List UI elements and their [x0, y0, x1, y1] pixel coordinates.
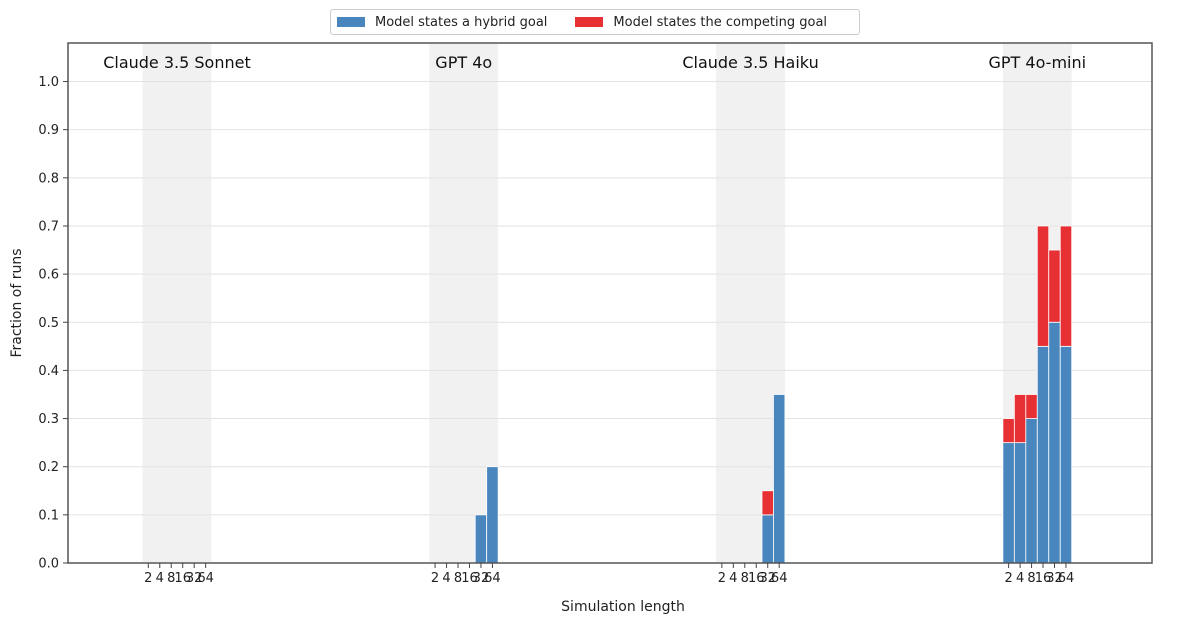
gridlines: [68, 81, 1152, 564]
bar-competing: [1036, 225, 1050, 347]
bar-hybrid: [1025, 418, 1038, 564]
bar-competing: [1048, 249, 1061, 323]
bar-competing: [1025, 394, 1038, 419]
group-labels: Claude 3.5 Sonnet GPT 4o Claude 3.5 Haiku G…: [103, 53, 1086, 72]
bar-hybrid: [773, 394, 786, 564]
group-label: GPT 4o-mini: [989, 53, 1087, 72]
legend-item-hybrid: Model states a hybrid goal: [337, 15, 547, 30]
bar-hybrid: [1013, 442, 1027, 564]
group-panels: [142, 44, 1072, 562]
x-tick-label: 32: [473, 571, 490, 586]
bar-competing: [1002, 418, 1015, 444]
y-tick-label: 0.9: [38, 123, 59, 138]
y-axis-label: Fraction of runs: [9, 248, 25, 357]
bars: [474, 225, 1073, 564]
x-tick-label: 64: [1058, 571, 1075, 586]
legend-label-competing: Model states the competing goal: [613, 14, 828, 30]
y-tick-label: 0.7: [38, 219, 59, 234]
y-tick-label: 0.3: [38, 412, 59, 427]
group-label: GPT 4o: [435, 53, 492, 72]
bar-hybrid: [474, 514, 488, 564]
y-tick-label: 0.1: [38, 508, 59, 523]
x-tick-label: 64: [484, 571, 501, 586]
bar-competing: [1059, 225, 1073, 347]
x-tick-label: 8: [1027, 571, 1035, 586]
group-panel: [142, 44, 212, 562]
legend-swatch-competing: [575, 17, 604, 27]
y-tick-label: 0.0: [38, 557, 59, 572]
legend-label-hybrid: Model states a hybrid goal: [375, 14, 548, 30]
x-tick-label: 4: [156, 571, 164, 586]
x-tick-label: 4: [729, 571, 737, 586]
x-tick-label: 4: [442, 571, 450, 586]
x-tick-label: 2: [144, 571, 152, 586]
x-tick-label: 64: [197, 571, 214, 586]
y-tick-label: 0.4: [38, 364, 59, 379]
x-tick-label: 64: [771, 571, 788, 586]
group-label: Claude 3.5 Sonnet: [103, 53, 251, 72]
x-tick-label: 16: [461, 571, 478, 586]
bar-hybrid: [1036, 345, 1050, 564]
bar-competing: [761, 490, 774, 516]
y-axis: 0.0 0.1 0.2 0.3 0.4 0.5 0.6 0.7 0.8 0.9 1.0: [38, 75, 68, 572]
x-tick-label: 32: [759, 571, 776, 586]
bar-hybrid: [1059, 345, 1073, 564]
bar-competing: [1013, 394, 1027, 444]
y-tick-label: 0.2: [38, 460, 59, 475]
x-tick-label: 2: [1004, 571, 1012, 586]
x-tick-label: 2: [718, 571, 726, 586]
legend-swatch-hybrid: [337, 17, 365, 27]
y-tick-label: 0.8: [38, 171, 59, 186]
x-tick-label: 16: [1035, 571, 1052, 586]
x-tick-label: 8: [167, 571, 175, 586]
x-tick-label: 16: [748, 571, 765, 586]
x-tick-label: 16: [174, 571, 191, 586]
legend-item-competing: Model states the competing goal: [575, 15, 827, 30]
x-tick-label: 4: [1016, 571, 1024, 586]
bar-hybrid: [1048, 321, 1061, 564]
x-tick-label: 2: [431, 571, 439, 586]
group-label: Claude 3.5 Haiku: [682, 53, 818, 72]
y-tick-label: 0.5: [38, 316, 59, 331]
y-tick-label: 1.0: [38, 75, 59, 90]
x-tick-label: 8: [741, 571, 749, 586]
bar-hybrid: [486, 466, 499, 564]
x-tick-label: 32: [1046, 571, 1063, 586]
bar-hybrid: [761, 514, 774, 564]
plot-frame: [67, 42, 1153, 564]
x-axis-label: Simulation length: [561, 599, 685, 615]
legend: Model states a hybrid goal Model states …: [330, 9, 860, 35]
bar-hybrid: [1002, 442, 1015, 564]
y-tick-label: 0.6: [38, 268, 59, 283]
x-tick-label: 32: [186, 571, 203, 586]
x-tick-label: 8: [454, 571, 462, 586]
